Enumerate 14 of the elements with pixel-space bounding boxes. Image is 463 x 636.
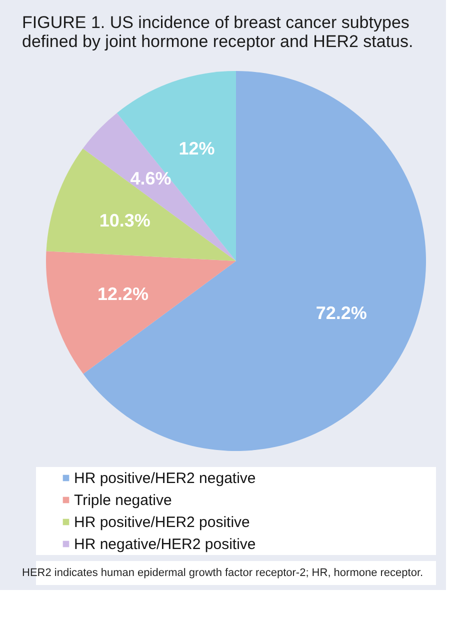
data-label: 12.2% bbox=[97, 284, 149, 304]
text: HER2 indicates human epidermal growth factor receptor-2; HR, hormone receptor. bbox=[22, 567, 424, 579]
data-label: 72.2% bbox=[316, 303, 367, 324]
pie-slice bbox=[46, 251, 236, 374]
legend-label: HR positive/HER2 positive bbox=[74, 514, 250, 531]
data-label: 12% bbox=[178, 138, 215, 159]
chart-title: FIGURE 1. US incidence of breast cancer subtypes defined by joint hormone receptor and HER2 status. bbox=[22, 13, 414, 51]
data-label: 10.3% bbox=[99, 210, 150, 230]
pie-slice bbox=[83, 71, 426, 451]
data-label: 4.6% bbox=[130, 168, 172, 188]
legend-label: Triple negative bbox=[74, 492, 172, 509]
pie-slice bbox=[82, 112, 236, 261]
legend-label: HR positive/HER2 negative bbox=[74, 470, 256, 487]
legend-label: HR negative/HER2 positive bbox=[74, 536, 256, 553]
